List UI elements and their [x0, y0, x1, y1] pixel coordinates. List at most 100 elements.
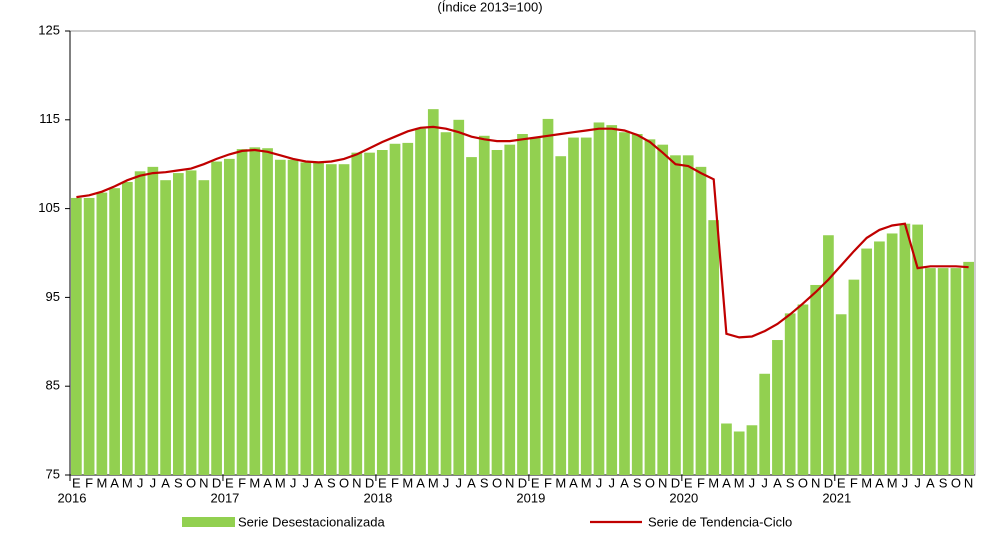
x-tick-label: D [212, 475, 221, 490]
legend-swatch [182, 517, 235, 527]
x-tick-label: M [555, 475, 566, 490]
bar [670, 155, 681, 475]
bar [874, 241, 885, 475]
bar [453, 119, 465, 476]
x-tick-label: J [761, 475, 768, 490]
x-tick-label: M [249, 475, 260, 490]
x-tick-label: A [722, 475, 731, 490]
bar [249, 147, 261, 475]
x-tick-label: J [608, 475, 615, 490]
y-tick-label: 95 [46, 289, 60, 304]
bar [109, 188, 120, 475]
bar [657, 144, 669, 475]
legend-label: Serie Desestacionalizada [238, 514, 385, 529]
x-tick-label: S [174, 475, 183, 490]
y-tick-label: 125 [38, 22, 60, 37]
year-label: 2017 [210, 490, 239, 505]
x-tick-label: N [352, 475, 361, 490]
bar [580, 137, 592, 475]
x-tick-label: A [569, 475, 578, 490]
x-tick-label: O [492, 475, 502, 490]
x-tick-label: A [875, 475, 884, 490]
bar [389, 143, 401, 475]
x-tick-label: F [544, 475, 552, 490]
bar [351, 152, 363, 475]
bar [721, 423, 732, 475]
bar [555, 156, 567, 475]
x-tick-label: F [697, 475, 705, 490]
x-tick-label: S [327, 475, 336, 490]
bar [427, 109, 439, 476]
x-tick-label: J [596, 475, 603, 490]
bar [300, 162, 312, 475]
bar [848, 279, 860, 475]
bar [644, 139, 656, 475]
bar [185, 170, 197, 475]
bar [364, 152, 375, 475]
bar [963, 261, 974, 475]
bar [274, 159, 286, 475]
bar [415, 128, 426, 475]
bar [504, 144, 516, 475]
x-tick-label: M [708, 475, 719, 490]
bar [211, 161, 222, 475]
x-tick-label: D [365, 475, 374, 490]
bar [223, 158, 235, 475]
x-tick-label: A [416, 475, 425, 490]
bar [262, 148, 273, 475]
bar [912, 224, 923, 475]
bar [491, 149, 503, 475]
x-tick-label: M [96, 475, 107, 490]
bar [886, 233, 898, 475]
y-tick-label: 115 [39, 111, 60, 126]
year-label: 2018 [363, 490, 392, 505]
x-tick-label: J [290, 475, 297, 490]
bar [236, 149, 248, 475]
x-tick-label: J [443, 475, 450, 490]
x-tick-label: O [645, 475, 655, 490]
bar [746, 425, 758, 475]
x-tick-label: A [161, 475, 170, 490]
x-tick-label: A [620, 475, 629, 490]
x-tick-label: D [671, 475, 680, 490]
x-tick-label: F [238, 475, 246, 490]
legend-label: Serie de Tendencia-Ciclo [648, 514, 792, 529]
bar [122, 181, 133, 475]
x-tick-label: J [137, 475, 144, 490]
bar [478, 135, 490, 475]
x-tick-label: O [339, 475, 349, 490]
bar [376, 149, 388, 475]
x-tick-label: E [531, 475, 540, 490]
bar [96, 192, 108, 475]
x-tick-label: F [391, 475, 399, 490]
x-tick-label: N [505, 475, 514, 490]
x-tick-label: D [518, 475, 527, 490]
chart-subtitle: (Índice 2013=100) [437, 0, 542, 14]
bar [619, 132, 630, 475]
bar [440, 132, 452, 475]
bar [147, 166, 159, 475]
bar [529, 137, 541, 475]
bar [861, 248, 873, 475]
bar [772, 340, 783, 475]
x-tick-label: A [314, 475, 323, 490]
bar [402, 142, 414, 475]
bar [134, 171, 146, 475]
x-tick-label: A [263, 475, 272, 490]
y-tick-label: 85 [46, 378, 60, 393]
trend-line [76, 125, 969, 339]
bar [797, 304, 809, 475]
bar [160, 180, 171, 475]
bar [198, 180, 210, 475]
x-tick-label: E [684, 475, 693, 490]
bar [682, 155, 694, 475]
x-tick-label: E [378, 475, 387, 490]
bar [823, 235, 834, 475]
bar [325, 164, 337, 475]
bar [466, 157, 477, 475]
bar [542, 118, 554, 476]
x-tick-label: M [887, 475, 898, 490]
bar [733, 431, 745, 475]
x-tick-label: J [749, 475, 756, 490]
